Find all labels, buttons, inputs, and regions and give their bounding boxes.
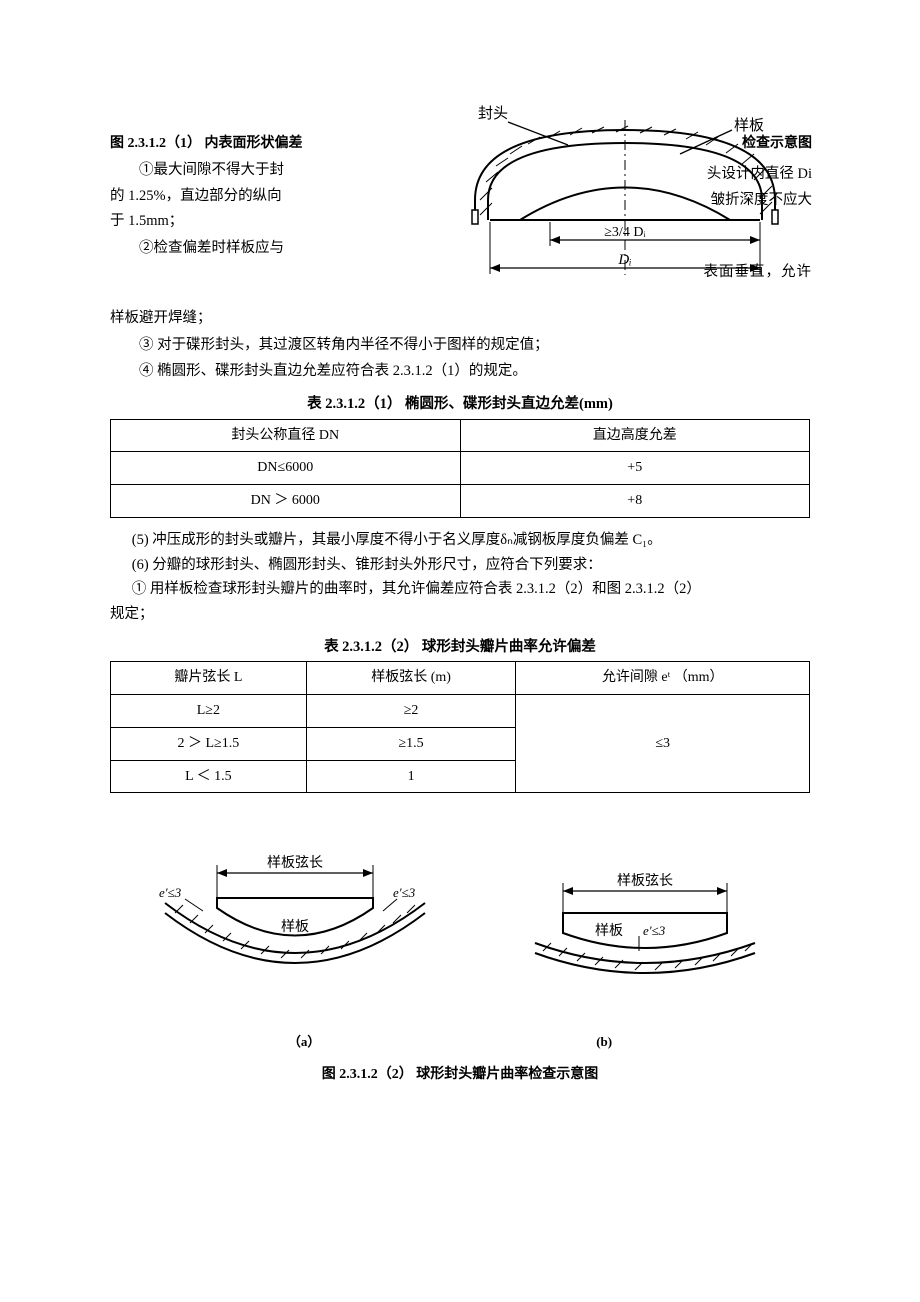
- t2-h0: 瓣片弦长 L: [111, 662, 307, 695]
- fig1-end-left: [472, 210, 478, 224]
- fig2a-template-label: 样板: [281, 919, 309, 935]
- table-row: DN≤6000 +5: [111, 452, 810, 485]
- fig1-dim2-arrL: [490, 264, 500, 272]
- p6: (6) 分瓣的球形封头、椭圆形封头、锥形封头外形尺寸，应符合下列要求：: [110, 553, 810, 578]
- fig2a-chord: 样板弦长: [267, 855, 323, 871]
- fig1-text-wrap: 封头 样板: [110, 100, 810, 300]
- p7b: 规定；: [110, 602, 810, 627]
- fig1-dim2-text: Dᵢ: [617, 252, 631, 268]
- p4: ④ 椭圆形、碟形封头直边允差应符合表 2.3.1.2（1）的规定。: [110, 359, 810, 384]
- fig2-container: 样板弦长 样板 e′≤3 e′≤3 样板弦长 样板: [110, 853, 810, 1003]
- p2-cont: 样板避开焊缝；: [110, 306, 810, 331]
- fig2a-e-right: e′≤3: [393, 885, 416, 900]
- fig2b-chord: 样板弦长: [617, 873, 673, 889]
- p5: (5) 冲压成形的封头或瓣片，其最小厚度不得小于名义厚度δₙ减钢板厚度负偏差 C…: [110, 528, 810, 553]
- table2: 瓣片弦长 L 样板弦长 (m) 允许间隙 eᵗ （mm） L≥2 ≥2 ≤3 2…: [110, 661, 810, 793]
- fig1-dim1-arrL: [550, 236, 560, 244]
- table-row: L≥2 ≥2 ≤3: [111, 694, 810, 727]
- p2-r: 表面垂直，允许: [704, 260, 813, 285]
- table1-caption: 表 2.3.1.2（1） 椭圆形、碟形封头直边允差(mm): [110, 392, 810, 417]
- table1: 封头公称直径 DN 直边高度允差 DN≤6000 +5 DN ＞ 6000 +8: [110, 419, 810, 518]
- t2-merged: ≤3: [516, 694, 810, 792]
- table-row: DN ＞ 6000 +8: [111, 485, 810, 518]
- fig1-label-head: 封头: [478, 105, 508, 122]
- t2-h2: 允许间隙 eᵗ （mm）: [516, 662, 810, 695]
- fig1-dim1-text: ≥3/4 Dᵢ: [604, 225, 646, 240]
- fig1-caption-left: 图 2.3.1.2（1） 内表面形状偏差: [110, 132, 303, 156]
- fig2-sublabels: （a） (b): [110, 1031, 810, 1053]
- p3: ③ 对于碟形封头，其过渡区转角内半径不得小于图样的规定值；: [110, 333, 810, 358]
- p1b-r: 皱折深度不应大: [711, 188, 813, 213]
- p7a: ① 用样板检查球形封头瓣片的曲率时，其允许偏差应符合表 2.3.1.2（2）和图…: [110, 577, 810, 602]
- p1a-r: 头设计内直径 Di: [707, 162, 812, 187]
- fig2a-e-left: e′≤3: [159, 885, 182, 900]
- t1-h0: 封头公称直径 DN: [111, 419, 461, 452]
- fig2-sub-a: （a）: [288, 1031, 321, 1053]
- t2-h1: 样板弦长 (m): [306, 662, 516, 695]
- fig1-caption-right: 检查示意图: [742, 132, 812, 156]
- fig2a-svg: 样板弦长 样板 e′≤3 e′≤3: [145, 853, 445, 1003]
- fig2b-template-label: 样板: [595, 923, 623, 939]
- fig2-sub-b: (b): [596, 1031, 612, 1053]
- fig2-caption: 图 2.3.1.2（2） 球形封头瓣片曲率检查示意图: [110, 1063, 810, 1087]
- fig2b-svg: 样板弦长 样板 e′≤3: [515, 873, 775, 1003]
- fig2b-e: e′≤3: [643, 923, 666, 938]
- fig1-dim1-arrR: [750, 236, 760, 244]
- t1-h1: 直边高度允差: [460, 419, 810, 452]
- table2-caption: 表 2.3.1.2（2） 球形封头瓣片曲率允许偏差: [110, 635, 810, 660]
